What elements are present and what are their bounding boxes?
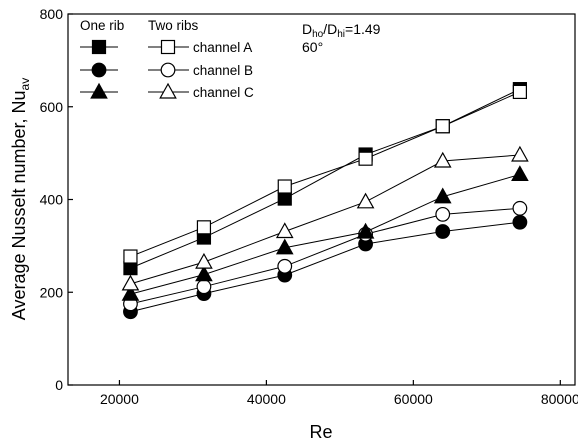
circle-point (196, 279, 212, 295)
x-tick-label: 60000 (394, 391, 433, 407)
series-channel-b-two-ribs (123, 200, 528, 312)
triangle-point (433, 187, 452, 204)
triangle-point (511, 145, 529, 162)
triangle-point (121, 284, 140, 301)
square-point (123, 249, 138, 264)
circle-point (512, 200, 528, 216)
triangle-point (356, 192, 375, 209)
legend-square-open (160, 39, 176, 55)
series-line (130, 88, 521, 269)
legend-label: channel A (193, 40, 252, 55)
series-line (130, 154, 520, 285)
y-tick-label: 200 (40, 284, 64, 300)
legend-triangle-filled (90, 82, 108, 99)
series-channel-a-one-rib (123, 82, 527, 276)
y-tick-label: 600 (40, 99, 64, 115)
plot-frame (67, 13, 576, 386)
circle-point (435, 224, 451, 239)
y-tick-label: 800 (40, 6, 64, 22)
series-line (130, 221, 520, 313)
axes (67, 13, 576, 386)
series-channel-c-two-ribs (121, 145, 529, 291)
x-tick-label: 80000 (541, 391, 578, 407)
series-channel-a-two-ribs (123, 84, 527, 264)
legend-circle-open (160, 62, 176, 78)
square-point (358, 151, 373, 166)
series-channel-c-one-rib (121, 165, 529, 301)
x-tick-label: 20000 (100, 391, 139, 407)
triangle-point (195, 265, 213, 282)
triangle-point (433, 151, 452, 168)
square-point (435, 119, 450, 134)
triangle-point (356, 222, 375, 239)
circle-point (277, 258, 293, 274)
triangle-point (121, 274, 140, 291)
triangle-point (275, 222, 294, 239)
triangle-point (275, 238, 294, 255)
x-tick-label: 40000 (247, 391, 286, 407)
legend-square-filled (91, 39, 107, 55)
ratio-annotation: Dho/Dhi=1.49 (302, 21, 381, 40)
series-line (130, 173, 521, 295)
legend-triangle-open (159, 82, 177, 99)
series-channel-b-one-rib (123, 214, 528, 320)
legend: One rib Two ribs channel A channel B chann… (80, 18, 254, 100)
annotation: Dho/Dhi=1.49 60° (302, 21, 381, 55)
legend-header-two-ribs: Two ribs (148, 18, 199, 33)
ticks: 20000 40000 60000 80000 0 200 400 600 800 (40, 6, 578, 407)
circle-point (435, 206, 451, 222)
y-tick-label: 400 (40, 192, 64, 208)
circle-point (512, 214, 528, 230)
series-group (121, 82, 529, 320)
series-line (130, 91, 521, 258)
legend-header-one-rib: One rib (80, 18, 124, 33)
angle-annotation: 60° (302, 39, 323, 55)
legend-label: channel C (193, 85, 254, 100)
legend-circle-filled (91, 62, 107, 78)
series-line (130, 207, 520, 305)
triangle-point (511, 165, 529, 182)
y-axis-title: Average Nusselt number, Nuav (9, 78, 32, 320)
triangle-point (195, 252, 213, 269)
y-tick-label: 0 (55, 377, 63, 393)
square-point (196, 220, 212, 235)
square-point (277, 179, 292, 194)
square-point (277, 191, 292, 206)
legend-label: channel B (193, 63, 253, 78)
square-point (512, 84, 527, 100)
x-axis-title: Re (309, 422, 332, 442)
